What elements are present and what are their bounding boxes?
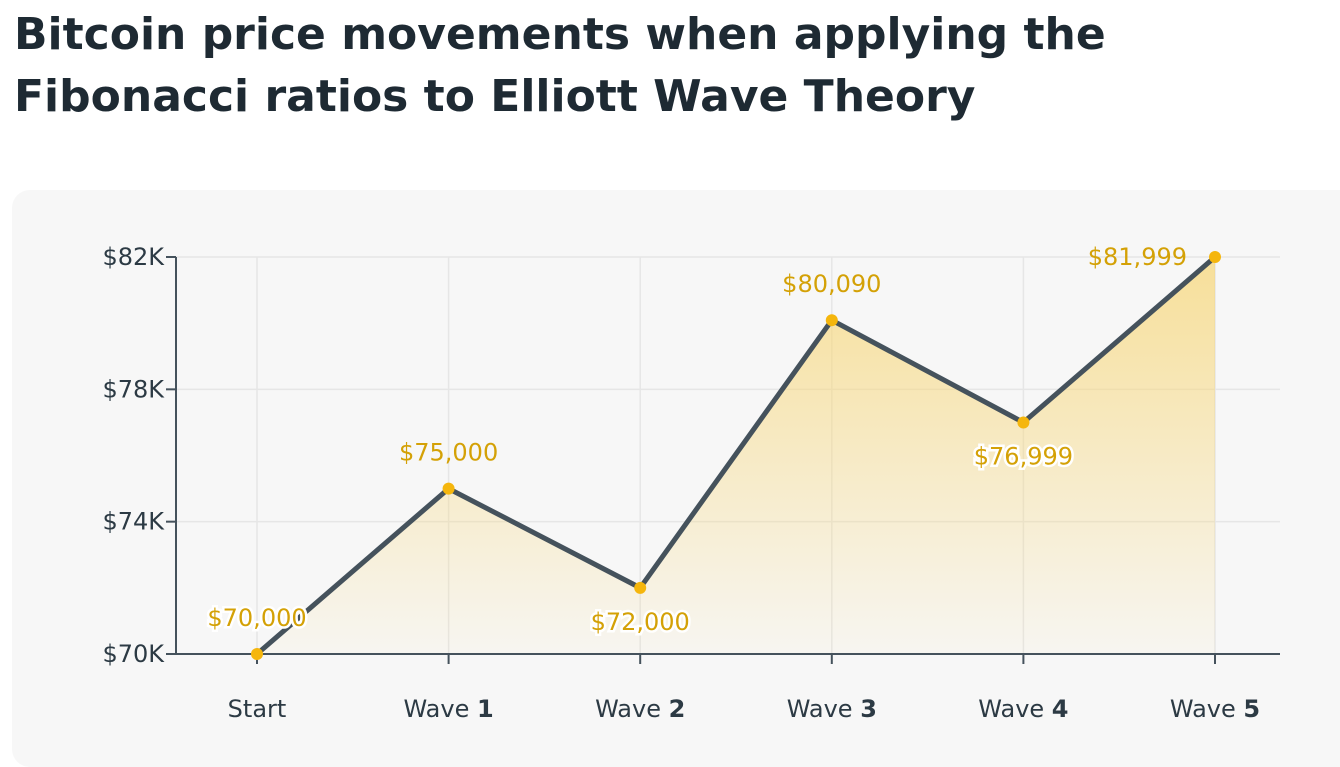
series-line <box>254 254 1218 657</box>
x-tick-label: Wave 5 <box>1170 695 1260 723</box>
chart-title: Bitcoin price movements when applying th… <box>14 9 1106 122</box>
y-tick-label: $74K <box>102 508 165 536</box>
y-tick-label: $82K <box>102 243 165 271</box>
x-tick-label: Start <box>228 695 287 723</box>
data-label: $75,000 <box>399 439 498 467</box>
data-label: $76,999 <box>974 442 1073 470</box>
y-tick-label: $78K <box>102 375 165 403</box>
data-point <box>634 581 647 594</box>
data-label: $72,000 <box>591 608 690 636</box>
x-tick-label: Wave 2 <box>595 695 685 723</box>
x-tick-label: Wave 1 <box>403 695 493 723</box>
data-point <box>1017 416 1030 429</box>
data-point <box>1209 251 1221 264</box>
data-point <box>825 314 838 327</box>
data-label: $81,999 <box>1088 243 1187 271</box>
y-tick-label: $70K <box>102 640 165 668</box>
data-point <box>251 648 263 660</box>
data-point <box>442 482 455 495</box>
x-tick-label: Wave 3 <box>787 695 877 723</box>
data-label: $70,000 <box>207 604 306 632</box>
x-tick-label: Wave 4 <box>978 695 1068 723</box>
data-label: $80,090 <box>782 270 881 298</box>
